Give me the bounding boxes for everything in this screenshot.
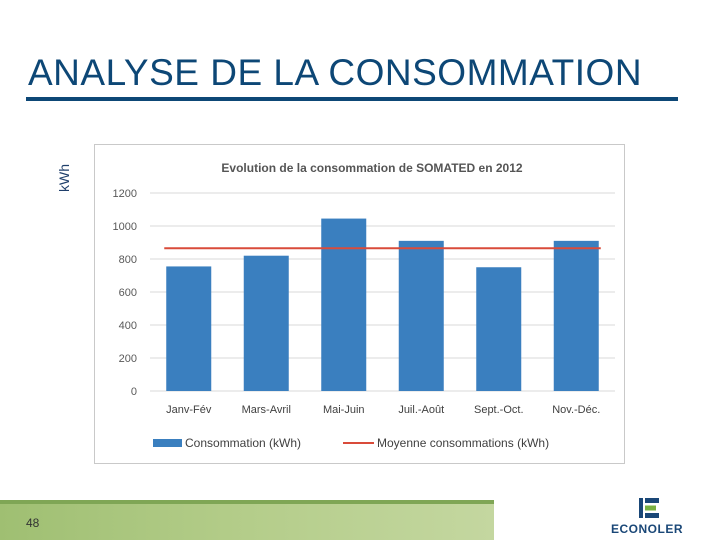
title-underline [26, 97, 678, 101]
bar [166, 266, 212, 391]
logo-text: ECONOLER [610, 522, 683, 536]
x-tick-label: Mars-Avril [242, 404, 291, 416]
bar [476, 267, 522, 391]
bar [553, 240, 599, 391]
x-tick-label: Janv-Fév [166, 404, 212, 416]
x-tick-label: Juil.-Août [398, 404, 444, 416]
chart-frame: Evolution de la consommation de SOMATED … [94, 144, 625, 464]
page-number: 48 [26, 516, 40, 530]
y-tick-label: 1200 [113, 188, 137, 200]
slide-title: ANALYSE DE LA CONSOMMATION [28, 52, 643, 93]
y-tick-label: 600 [119, 287, 137, 299]
y-axis-label: kWh [56, 164, 72, 192]
legend-label-moyenne: Moyenne consommations (kWh) [377, 436, 549, 450]
bar [321, 218, 367, 391]
x-tick-label: Mai-Juin [323, 404, 365, 416]
logo-mark-icon [639, 498, 659, 518]
y-tick-label: 800 [119, 254, 137, 266]
bars [166, 218, 599, 391]
bar [243, 255, 289, 391]
y-tick-label: 200 [119, 353, 137, 365]
gridlines [150, 192, 615, 392]
legend-label-consommation: Consommation (kWh) [185, 436, 301, 450]
x-tick-label: Nov.-Déc. [552, 404, 600, 416]
legend-swatch-consommation [153, 439, 182, 447]
y-tick-label: 1000 [113, 221, 137, 233]
bar-chart: Evolution de la consommation de SOMATED … [113, 161, 615, 450]
x-tick-label: Sept.-Oct. [474, 404, 524, 416]
y-tick-label: 0 [131, 386, 137, 398]
footer-band [0, 500, 494, 540]
chart-title: Evolution de la consommation de SOMATED … [221, 161, 522, 175]
x-tick-labels: Janv-Fév Mars-Avril Mai-Juin Juil.-Août Sept… [166, 404, 600, 416]
y-tick-label: 400 [119, 320, 137, 332]
econoler-logo: ECONOLER [606, 498, 688, 538]
legend: Consommation (kWh) Moyenne consommations … [153, 436, 549, 450]
bar [398, 240, 444, 391]
y-tick-labels: 0 200 400 600 800 1000 1200 [113, 188, 137, 398]
